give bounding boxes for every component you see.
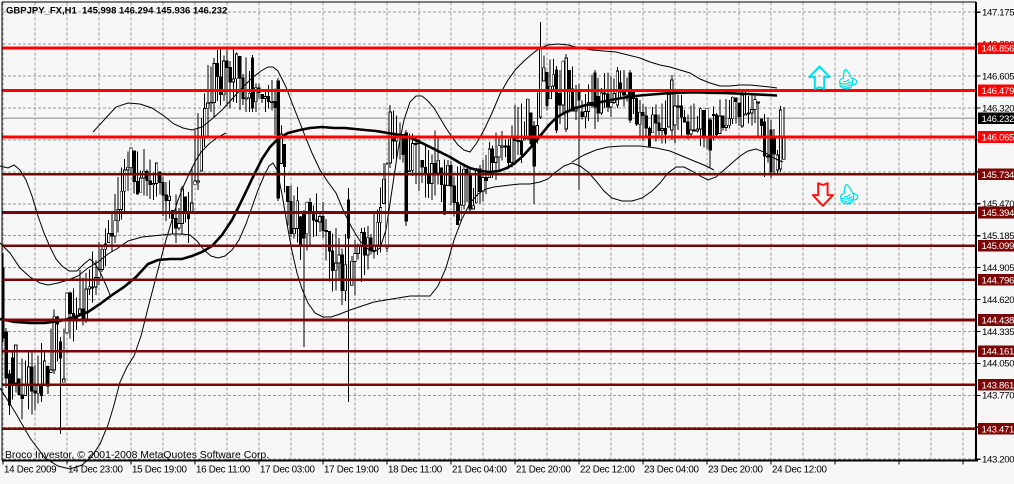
svg-text:14 Dec 23:00: 14 Dec 23:00 bbox=[68, 465, 124, 476]
svg-text:144.620: 144.620 bbox=[982, 295, 1014, 306]
svg-text:24 Dec 12:00: 24 Dec 12:00 bbox=[772, 465, 828, 476]
svg-text:14 Dec 2009: 14 Dec 2009 bbox=[4, 465, 56, 476]
svg-text:Broco Investor, © 2001-2008 Me: Broco Investor, © 2001-2008 MetaQuotes S… bbox=[5, 450, 269, 461]
svg-text:143.861: 143.861 bbox=[982, 380, 1014, 391]
svg-text:21 Dec 04:00: 21 Dec 04:00 bbox=[452, 465, 508, 476]
svg-text:144.796: 144.796 bbox=[982, 275, 1014, 286]
svg-text:144.335: 144.335 bbox=[982, 327, 1014, 338]
svg-text:22 Dec 12:00: 22 Dec 12:00 bbox=[580, 465, 636, 476]
svg-text:16 Dec 11:00: 16 Dec 11:00 bbox=[196, 465, 251, 476]
svg-text:146.232: 146.232 bbox=[982, 114, 1014, 125]
svg-text:145.734: 145.734 bbox=[982, 170, 1014, 181]
svg-text:147.175: 147.175 bbox=[982, 8, 1014, 19]
svg-text:17 Dec 03:00: 17 Dec 03:00 bbox=[260, 465, 316, 476]
svg-text:23 Dec 04:00: 23 Dec 04:00 bbox=[644, 465, 700, 476]
svg-text:143.770: 143.770 bbox=[982, 391, 1014, 402]
svg-text:145.099: 145.099 bbox=[982, 241, 1014, 252]
svg-text:146.856: 146.856 bbox=[982, 44, 1014, 55]
svg-text:144.905: 144.905 bbox=[982, 263, 1014, 274]
svg-text:21 Dec 20:00: 21 Dec 20:00 bbox=[516, 465, 572, 476]
svg-text:146.065: 146.065 bbox=[982, 133, 1014, 144]
svg-text:GBPJPY_FX,H1 145.998 146.294: GBPJPY_FX,H1 145.998 146.294 145.936 146… bbox=[6, 6, 227, 17]
svg-text:17 Dec 19:00: 17 Dec 19:00 bbox=[324, 465, 380, 476]
svg-text:15 Dec 19:00: 15 Dec 19:00 bbox=[132, 465, 188, 476]
svg-text:144.050: 144.050 bbox=[982, 359, 1014, 370]
svg-text:143.200: 143.200 bbox=[982, 455, 1014, 466]
svg-text:145.394: 145.394 bbox=[982, 208, 1014, 219]
svg-text:18 Dec 11:00: 18 Dec 11:00 bbox=[388, 465, 443, 476]
svg-text:144.161: 144.161 bbox=[982, 347, 1014, 358]
svg-text:144.438: 144.438 bbox=[982, 316, 1014, 327]
svg-text:143.471: 143.471 bbox=[982, 424, 1014, 435]
svg-text:146.479: 146.479 bbox=[982, 86, 1014, 97]
svg-text:146.605: 146.605 bbox=[982, 71, 1014, 82]
svg-text:23 Dec 20:00: 23 Dec 20:00 bbox=[708, 465, 764, 476]
